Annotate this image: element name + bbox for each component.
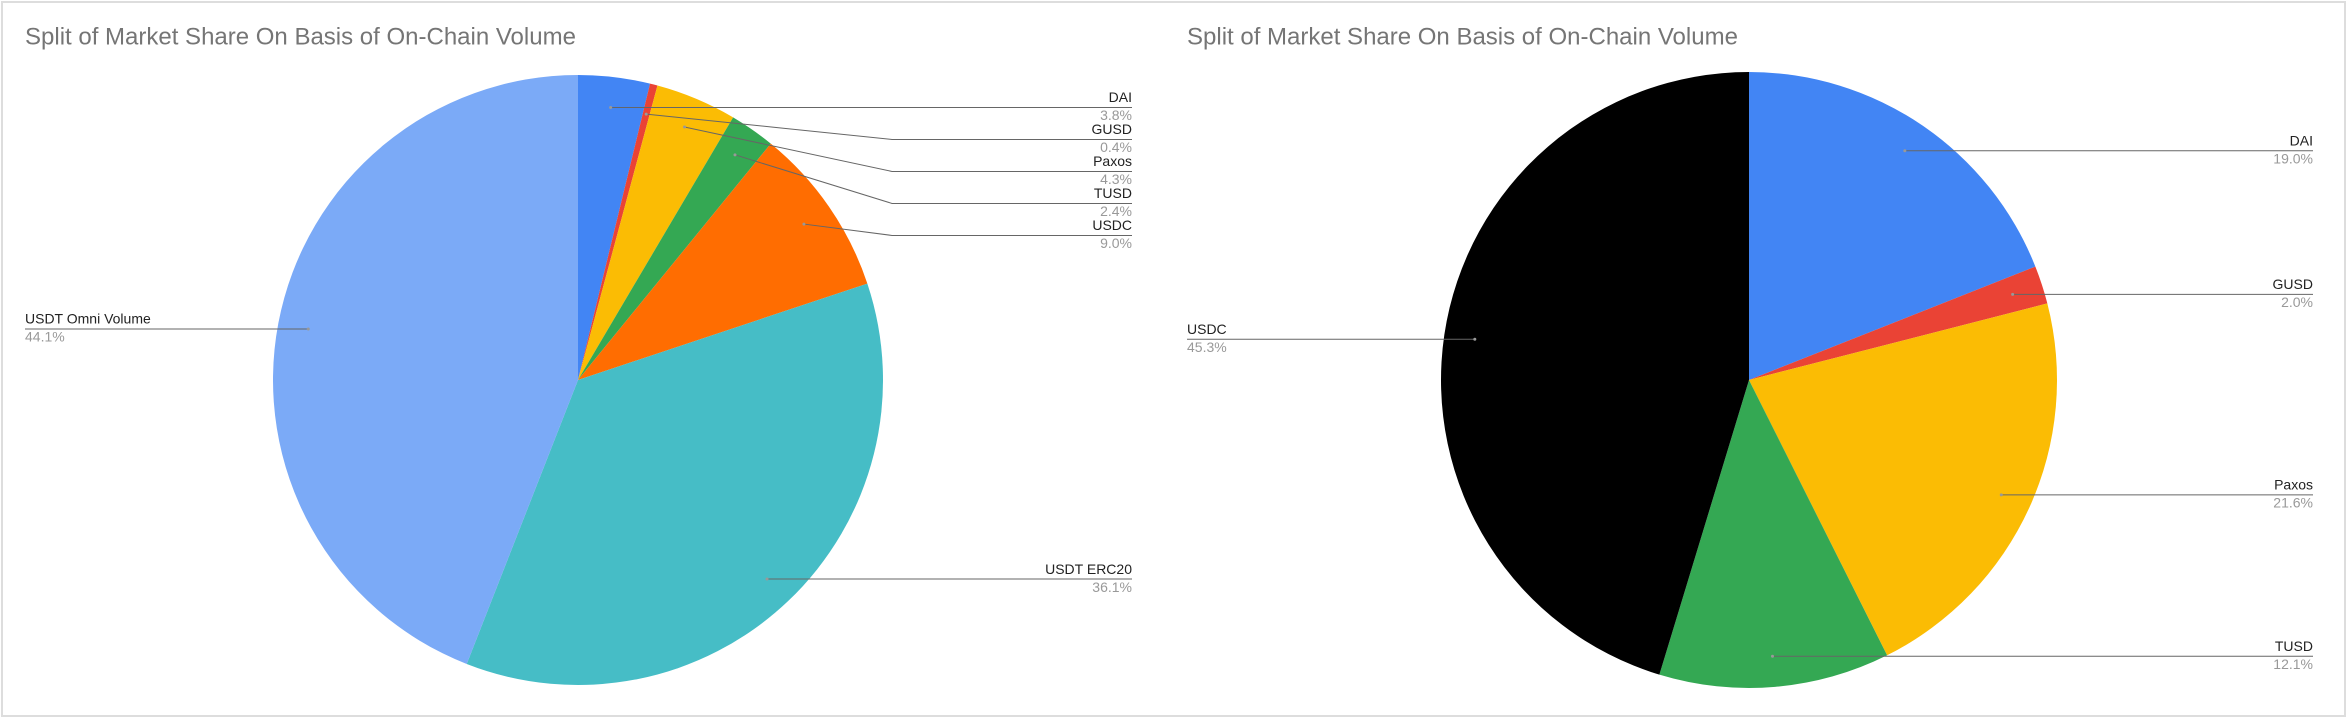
slice-percent: 4.3% <box>1100 171 1132 187</box>
leader-line <box>684 126 1132 172</box>
leader-dot <box>644 112 648 116</box>
slice-label: TUSD <box>1094 185 1132 201</box>
pie-slice <box>466 283 883 685</box>
slice-percent: 19.0% <box>2273 150 2313 166</box>
pie-slice <box>1749 72 2036 380</box>
leader-line <box>646 113 1132 140</box>
pie-slice <box>1749 266 2048 380</box>
slice-percent: 12.1% <box>2273 656 2313 672</box>
slice-percent: 21.6% <box>2273 495 2313 511</box>
slice-label: DAI <box>1109 89 1132 105</box>
leader-dot <box>1999 493 2003 497</box>
slice-percent: 2.0% <box>2281 294 2313 310</box>
pie-slice <box>578 143 868 380</box>
slice-percent: 9.0% <box>1100 235 1132 251</box>
pie-slice <box>1749 303 2057 656</box>
slice-label: GUSD <box>2273 276 2313 292</box>
leader-dot <box>1903 149 1907 153</box>
leader-line <box>734 154 1132 204</box>
leader-dot <box>683 125 687 129</box>
slice-percent: 2.4% <box>1100 203 1132 219</box>
leader-dot <box>765 577 769 581</box>
slice-percent: 3.8% <box>1100 107 1132 123</box>
slice-label: Paxos <box>2274 477 2313 493</box>
leader-dot <box>2011 292 2015 296</box>
slice-label: TUSD <box>2275 638 2313 654</box>
leader-dot <box>1473 337 1477 341</box>
slice-label: USDC <box>1187 321 1227 337</box>
pie-slice <box>1440 72 1749 675</box>
leader-dot <box>609 105 613 109</box>
pie-slice <box>578 83 658 380</box>
slice-percent: 36.1% <box>1092 579 1132 595</box>
pie-slice <box>578 75 651 380</box>
chart-title: Split of Market Share On Basis of On-Cha… <box>25 23 576 50</box>
slice-percent: 45.3% <box>1187 339 1227 355</box>
pie-slice <box>272 74 578 664</box>
chart-title: Split of Market Share On Basis of On-Cha… <box>1187 23 1738 50</box>
pie-slice <box>578 117 771 381</box>
leader-dot <box>802 222 806 226</box>
slice-label: USDC <box>1092 217 1132 233</box>
slice-percent: 0.4% <box>1100 139 1132 155</box>
slice-label: DAI <box>2290 132 2313 148</box>
slice-label: USDT Omni Volume <box>25 311 151 327</box>
slice-percent: 44.1% <box>25 329 65 345</box>
leader-dot <box>306 327 310 331</box>
slice-label: USDT ERC20 <box>1045 561 1132 577</box>
leader-line <box>803 223 1132 236</box>
pie-slice <box>578 85 734 381</box>
leader-dot <box>733 153 737 157</box>
slice-label: Paxos <box>1093 153 1132 169</box>
slice-label: GUSD <box>1092 121 1132 137</box>
pie-slice <box>1659 380 1888 688</box>
leader-dot <box>1770 654 1774 658</box>
